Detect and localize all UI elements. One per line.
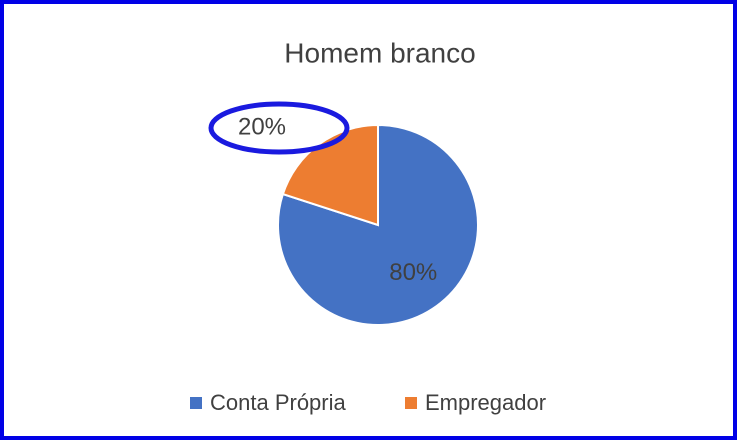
pie [277,123,479,326]
legend: Conta Própria Empregador [190,390,546,415]
legend-swatch [405,397,417,409]
legend-label: Empregador [425,390,546,415]
annotation-ellipse [208,101,350,155]
legend-swatch [190,397,202,409]
legend-label: Conta Própria [210,390,347,415]
data-label: 80% [389,259,437,286]
pie-slice [281,123,379,227]
chart-title: Homem branco [284,37,475,68]
data-labels: 80% 20% [238,113,437,286]
data-label: 20% [238,113,286,140]
